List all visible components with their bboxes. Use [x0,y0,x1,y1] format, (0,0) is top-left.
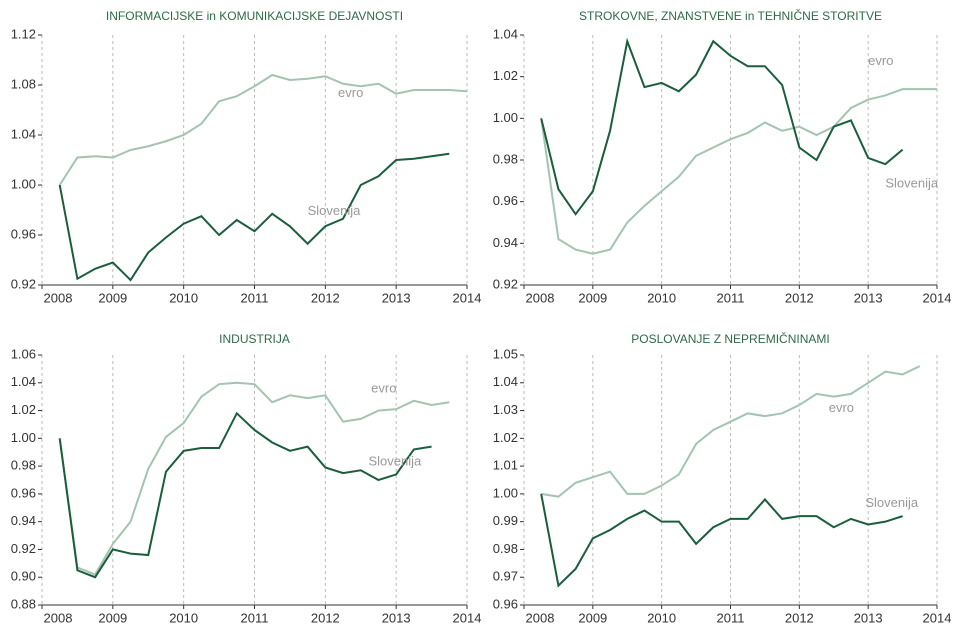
y-tick-label: 1.00 [493,110,518,125]
y-tick-label: 1.04 [493,374,518,389]
x-tick-label: 2010 [647,290,676,305]
y-tick-label: 1.01 [493,458,518,473]
x-tick-label: 2012 [311,290,340,305]
y-tick-label: 1.04 [493,26,518,41]
y-tick-label: 0.96 [11,226,36,241]
series-line [541,365,921,498]
y-tick-label: 0.92 [493,276,518,291]
series-line [58,152,450,282]
x-tick-label: 2013 [382,290,411,305]
y-tick-label: 0.96 [493,596,518,611]
x-tick-label: 2009 [578,610,607,625]
y-tick-label: 0.88 [11,596,36,611]
y-tick-label: 0.96 [11,485,36,500]
series-label: Slovenija [308,203,362,218]
series-line [540,88,937,255]
series-label: Slovenija [885,176,939,191]
series-line [58,73,468,186]
y-tick-label: 0.90 [11,569,36,584]
y-tick-label: 1.02 [493,68,518,83]
x-tick-label: 2012 [785,610,814,625]
y-tick-label: 0.98 [11,458,36,473]
x-tick-label: 2009 [578,290,607,305]
y-tick-label: 1.03 [493,402,518,417]
x-tick-label: 2008 [44,290,73,305]
y-tick-label: 1.02 [11,402,36,417]
x-tick-label: 2010 [169,290,198,305]
series-line [58,381,450,576]
series-label: Slovenija [368,453,422,468]
x-tick-label: 2014 [923,610,952,625]
x-tick-label: 2012 [785,290,814,305]
x-tick-label: 2008 [526,290,555,305]
x-tick-label: 2011 [241,290,269,305]
y-tick-label: 0.92 [11,276,36,291]
series-label: evro [829,400,854,415]
chart-title: POSLOVANJE Z NEPREMIČNINAMI [631,331,829,346]
series-line [58,411,432,579]
y-tick-label: 0.97 [493,569,518,584]
x-tick-label: 2013 [854,610,883,625]
y-tick-label: 0.99 [493,513,518,528]
x-tick-label: 2011 [717,610,745,625]
x-tick-label: 2010 [647,610,676,625]
x-tick-label: 2008 [526,610,555,625]
series-label: evro [371,381,396,396]
y-tick-label: 0.94 [493,235,518,250]
x-tick-label: 2008 [44,610,73,625]
y-tick-label: 1.05 [493,346,518,361]
series-label: evro [868,53,893,68]
series-line [540,493,903,588]
chart-title: INFORMACIJSKE in KOMUNIKACIJSKE DEJAVNOS… [106,9,403,23]
x-tick-label: 2012 [311,610,340,625]
x-tick-label: 2014 [923,290,952,305]
y-tick-label: 0.98 [493,151,518,166]
series-line [540,37,904,216]
x-tick-label: 2013 [382,610,411,625]
x-tick-label: 2014 [453,610,482,625]
y-tick-label: 0.96 [493,193,518,208]
series-label: evro [338,85,363,100]
y-tick-label: 0.92 [11,541,36,556]
y-tick-label: 1.00 [493,485,518,500]
y-tick-label: 1.00 [11,430,36,445]
y-tick-label: 1.00 [11,176,36,191]
chart-title: INDUSTRIJA [219,332,290,346]
y-tick-label: 1.04 [11,126,36,141]
series-label: Slovenija [865,495,919,510]
y-tick-label: 1.04 [11,374,36,389]
y-tick-label: 1.08 [11,76,36,91]
chart-title: STROKOVNE, ZNANSTVENE in TEHNIČNE STORIT… [579,8,882,23]
x-tick-label: 2014 [453,290,482,305]
y-tick-label: 1.02 [493,430,518,445]
x-tick-label: 2011 [241,610,269,625]
x-tick-label: 2011 [717,290,745,305]
x-tick-label: 2013 [854,290,883,305]
y-tick-label: 0.94 [11,513,36,528]
y-tick-label: 0.98 [493,541,518,556]
y-tick-label: 1.12 [11,26,36,41]
x-tick-label: 2010 [169,610,198,625]
x-tick-label: 2009 [98,290,127,305]
x-tick-label: 2009 [98,610,127,625]
y-tick-label: 1.06 [11,346,36,361]
